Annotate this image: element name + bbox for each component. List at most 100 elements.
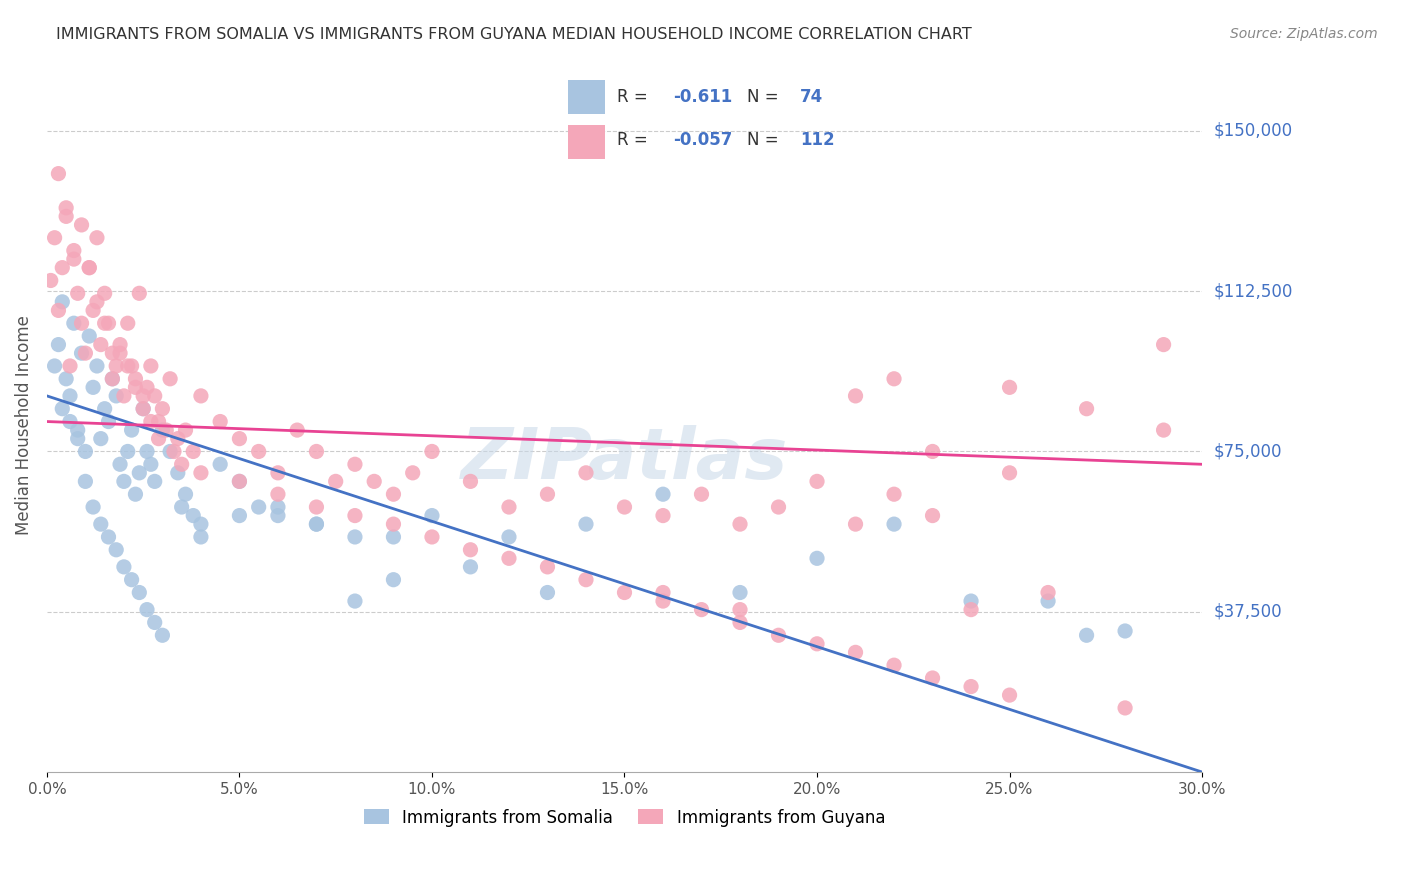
Point — [128, 585, 150, 599]
Point — [806, 475, 828, 489]
FancyBboxPatch shape — [568, 79, 605, 114]
Point — [121, 359, 143, 373]
Text: R =: R = — [617, 130, 654, 148]
Point — [70, 346, 93, 360]
Point — [267, 487, 290, 501]
Point — [921, 671, 943, 685]
Point — [77, 260, 100, 275]
Point — [166, 466, 188, 480]
Point — [728, 585, 751, 599]
Point — [39, 273, 62, 287]
Point — [806, 551, 828, 566]
Point — [48, 303, 70, 318]
Point — [136, 444, 159, 458]
Point — [166, 432, 188, 446]
Point — [112, 389, 135, 403]
Point — [575, 573, 598, 587]
Point — [59, 389, 82, 403]
Point — [728, 517, 751, 532]
Point — [148, 432, 170, 446]
Point — [247, 444, 270, 458]
Point — [105, 542, 128, 557]
Point — [132, 389, 155, 403]
Point — [305, 517, 328, 532]
Point — [1076, 401, 1098, 416]
Point — [363, 475, 385, 489]
Point — [174, 487, 197, 501]
Point — [121, 573, 143, 587]
Point — [139, 457, 162, 471]
Point — [93, 401, 115, 416]
Point — [108, 457, 131, 471]
Point — [652, 508, 675, 523]
Point — [55, 210, 77, 224]
Point — [1153, 337, 1175, 351]
Point — [121, 423, 143, 437]
Point — [152, 628, 174, 642]
Point — [228, 432, 250, 446]
Point — [66, 432, 89, 446]
Point — [190, 389, 212, 403]
Point — [70, 316, 93, 330]
Point — [844, 645, 866, 659]
Point — [844, 517, 866, 532]
Point — [63, 244, 86, 258]
Point — [174, 423, 197, 437]
Point — [132, 401, 155, 416]
Point — [498, 530, 520, 544]
Point — [66, 286, 89, 301]
Point — [93, 286, 115, 301]
Text: 112: 112 — [800, 130, 834, 148]
Point — [59, 415, 82, 429]
Point — [63, 316, 86, 330]
Point — [343, 530, 366, 544]
Point — [998, 688, 1021, 702]
Point — [77, 260, 100, 275]
Point — [136, 380, 159, 394]
Point — [86, 294, 108, 309]
Point — [190, 466, 212, 480]
Point — [960, 594, 983, 608]
Point — [209, 457, 232, 471]
Point — [155, 423, 177, 437]
Point — [59, 359, 82, 373]
Point — [44, 231, 66, 245]
Text: ZIPatlas: ZIPatlas — [461, 425, 789, 494]
Point — [55, 201, 77, 215]
FancyBboxPatch shape — [568, 125, 605, 159]
Point — [768, 500, 790, 514]
Point — [190, 517, 212, 532]
Point — [305, 500, 328, 514]
Point — [105, 359, 128, 373]
Point — [97, 316, 120, 330]
Point — [420, 530, 443, 544]
Point — [690, 487, 713, 501]
Point — [1114, 701, 1136, 715]
Point — [613, 500, 636, 514]
Point — [143, 389, 166, 403]
Point — [575, 517, 598, 532]
Point — [652, 585, 675, 599]
Point — [90, 337, 112, 351]
Point — [382, 517, 405, 532]
Point — [136, 602, 159, 616]
Point — [209, 415, 232, 429]
Point — [90, 432, 112, 446]
Point — [86, 231, 108, 245]
Point — [163, 444, 186, 458]
Point — [82, 500, 104, 514]
Point — [228, 508, 250, 523]
Point — [117, 359, 139, 373]
Point — [75, 346, 97, 360]
Point — [170, 500, 193, 514]
Point — [728, 615, 751, 630]
Point — [844, 389, 866, 403]
Point — [228, 475, 250, 489]
Point — [498, 551, 520, 566]
Point — [90, 517, 112, 532]
Point — [960, 680, 983, 694]
Point — [382, 573, 405, 587]
Point — [143, 475, 166, 489]
Point — [124, 487, 146, 501]
Point — [117, 316, 139, 330]
